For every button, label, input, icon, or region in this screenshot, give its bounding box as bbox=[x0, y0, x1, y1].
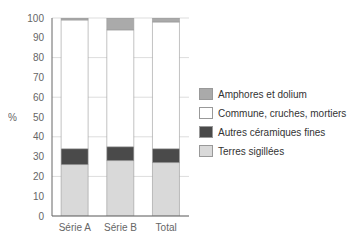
svg-text:20: 20 bbox=[33, 171, 45, 182]
html-text:Autres céramiques fines: Autres céramiques fines bbox=[218, 126, 326, 138]
svg-text:60: 60 bbox=[33, 92, 45, 103]
svg-text:%: % bbox=[8, 112, 17, 123]
svg-text:100: 100 bbox=[27, 13, 44, 24]
svg-text:Total: Total bbox=[156, 222, 177, 233]
svg-text:80: 80 bbox=[33, 52, 45, 63]
svg-text:Série A: Série A bbox=[59, 222, 92, 233]
html-text:Amphores et dolium: Amphores et dolium bbox=[218, 88, 307, 100]
svg-text:30: 30 bbox=[33, 151, 45, 162]
svg-text:Série B: Série B bbox=[104, 222, 137, 233]
html-text:Commune, cruches, mortiers: Commune, cruches, mortiers bbox=[218, 107, 347, 119]
svg-text:50: 50 bbox=[33, 112, 45, 123]
svg-text:70: 70 bbox=[33, 72, 45, 83]
svg-text:10: 10 bbox=[33, 191, 45, 202]
html-text:Terres sigillées: Terres sigillées bbox=[218, 145, 285, 157]
svg-text:90: 90 bbox=[33, 32, 45, 43]
svg-text:0: 0 bbox=[38, 211, 44, 222]
svg-text:40: 40 bbox=[33, 131, 45, 142]
